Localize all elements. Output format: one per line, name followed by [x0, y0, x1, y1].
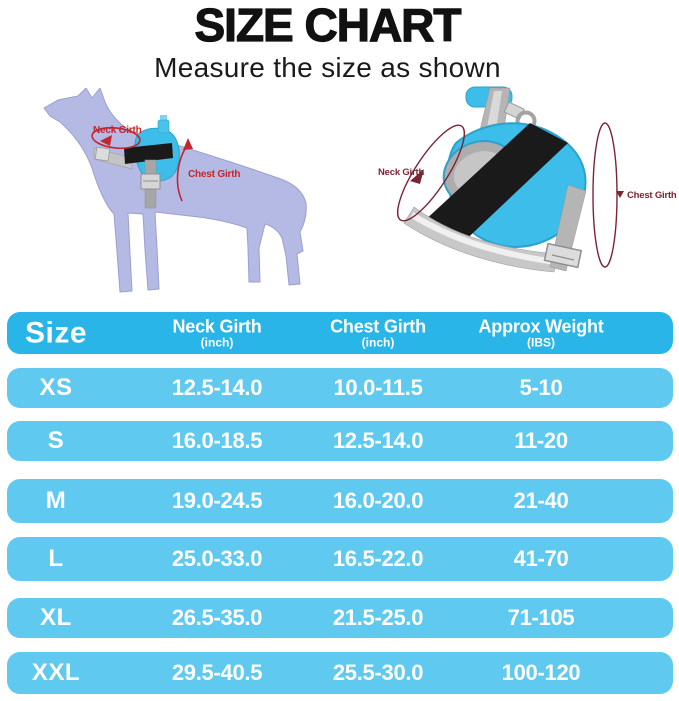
- harness-on-dog: [93, 115, 180, 209]
- table-row-l: L 25.0-33.0 16.5-22.0 41-70: [7, 537, 673, 581]
- cell-neck-girth: 25.0-33.0: [171, 546, 263, 571]
- table-row-xxl: XXL 29.5-40.5 25.5-30.0 100-120: [7, 652, 673, 694]
- cell-size: XXL: [31, 659, 81, 686]
- chest-girth-arrowhead: [183, 138, 193, 150]
- header-cell-size: Size: [24, 316, 88, 350]
- cell-chest-girth: 21.5-25.0: [332, 605, 424, 630]
- dog-silhouette: [43, 88, 307, 293]
- cell-approx-weight: 11-20: [514, 428, 568, 453]
- measurement-annotations-right: Neck Girth Chest Girth: [378, 122, 677, 268]
- cell-size: S: [47, 427, 65, 454]
- cell-neck-girth: 29.5-40.5: [171, 660, 263, 685]
- chest-strap-black: [422, 123, 568, 249]
- table-row-s: S 16.0-18.5 12.5-14.0 11-20: [7, 421, 673, 461]
- neck-girth-arrowhead: [410, 169, 424, 184]
- cell-chest-girth: 12.5-14.0: [332, 428, 424, 453]
- neck-girth-label: Neck Girth: [378, 167, 424, 178]
- dring-clamp: [503, 101, 525, 120]
- page-header: SIZE CHART Measure the size as shown: [0, 0, 679, 84]
- cell-approx-weight: 100-120: [501, 660, 581, 685]
- reflective-stripe: [410, 212, 556, 265]
- header-cell-approx-weight: Approx Weight (IBS): [478, 317, 603, 348]
- cell-size: XS: [39, 374, 73, 401]
- cell-size: M: [45, 487, 67, 514]
- chest-girth-label: Chest Girth: [627, 190, 677, 201]
- chest-girth-ellipse: [592, 122, 618, 268]
- neck-girth-arrowhead: [100, 135, 112, 146]
- cell-approx-weight: 71-105: [507, 605, 575, 630]
- cell-neck-girth: 19.0-24.5: [171, 488, 263, 513]
- chest-band-buckle: [94, 146, 111, 162]
- cell-approx-weight: 5-10: [519, 375, 563, 400]
- buckle-slot: [551, 254, 575, 261]
- side-strap-buckle: [543, 242, 583, 269]
- header-unit: (IBS): [527, 335, 555, 350]
- neck-girth-ellipse: [396, 124, 466, 222]
- cell-approx-weight: 21-40: [513, 488, 569, 513]
- table-row-m: M 19.0-24.5 16.0-20.0 21-40: [7, 479, 673, 523]
- page-subtitle: Measure the size as shown: [154, 52, 501, 84]
- neck-girth-ellipse: [91, 126, 141, 150]
- header-label: Neck Girth: [172, 316, 262, 337]
- cell-neck-girth: 16.0-18.5: [171, 428, 263, 453]
- header-cell-chest-girth: Chest Girth (inch): [330, 317, 426, 348]
- table-header-row: Size Neck Girth (inch) Chest Girth (inch) …: [7, 312, 673, 354]
- harness-measurement-diagram: Neck Girth Chest Girth: [378, 86, 677, 273]
- cell-approx-weight: 41-70: [513, 546, 569, 571]
- harness-tag-body: [157, 119, 170, 134]
- handle-strap-black: [124, 143, 173, 164]
- chest-girth-label: Chest Girth: [188, 169, 240, 180]
- cell-size: L: [48, 545, 64, 572]
- cell-chest-girth: 25.5-30.0: [332, 660, 424, 685]
- measurement-annotations-left: Neck Girth Chest Girth: [91, 125, 241, 202]
- header-unit: (inch): [361, 335, 395, 350]
- page-title: SIZE CHART: [194, 0, 462, 51]
- harness-tag: [160, 115, 167, 121]
- header-label: Approx Weight: [478, 316, 604, 337]
- header-unit: (inch): [200, 335, 234, 350]
- dog-measurement-diagram: Neck Girth Chest Girth: [43, 88, 307, 293]
- table-row-xs: XS 12.5-14.0 10.0-11.5 5-10: [7, 368, 673, 408]
- chest-girth-arrowhead: [616, 191, 624, 198]
- cell-chest-girth: 16.0-20.0: [332, 488, 424, 513]
- harness-product: [403, 86, 587, 273]
- cell-neck-girth: 12.5-14.0: [171, 375, 263, 400]
- cell-size: XL: [40, 604, 72, 631]
- header-cell-neck-girth: Neck Girth (inch): [172, 317, 261, 348]
- cell-chest-girth: 16.5-22.0: [332, 546, 424, 571]
- cell-neck-girth: 26.5-35.0: [171, 605, 263, 630]
- header-label: Chest Girth: [330, 316, 426, 337]
- neck-girth-label: Neck Girth: [93, 125, 142, 136]
- cell-chest-girth: 10.0-11.5: [333, 375, 423, 400]
- table-row-xl: XL 26.5-35.0 21.5-25.0 71-105: [7, 598, 673, 638]
